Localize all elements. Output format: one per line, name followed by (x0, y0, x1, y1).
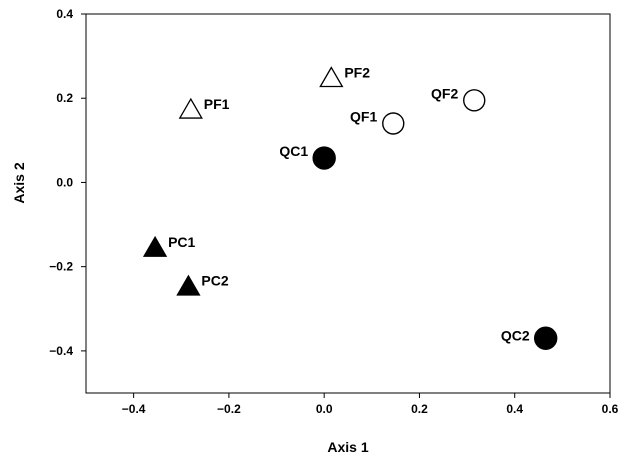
point-pf1 (178, 97, 203, 119)
point-label-pc1: PC1 (168, 234, 195, 250)
x-tick-label: −0.2 (217, 402, 241, 416)
x-tick-label: 0.2 (411, 402, 428, 416)
point-labels: PF1 PF2 QF1 QF2 QC1 QC2 PC1 PC2 (168, 64, 530, 343)
point-pf2 (319, 66, 344, 88)
y-axis-title: Axis 2 (11, 162, 27, 203)
point-qf1 (382, 112, 405, 135)
y-axis-ticks: −0.4 −0.2 0.0 0.2 0.4 (49, 7, 86, 358)
plot-frame (85, 13, 611, 394)
x-tick-label: −0.4 (122, 402, 146, 416)
x-tick-label: 0.4 (506, 402, 523, 416)
plot-border (85, 13, 611, 394)
x-tick-label: 0.6 (602, 402, 619, 416)
y-tick-label: 0.2 (56, 91, 73, 105)
y-tick-label: −0.4 (49, 344, 73, 358)
data-points (142, 66, 558, 350)
point-qc1 (312, 146, 336, 170)
point-label-pf1: PF1 (204, 96, 230, 112)
y-tick-label: 0.0 (56, 175, 73, 189)
x-axis-ticks: −0.4 −0.2 0.0 0.2 0.4 0.6 (122, 393, 619, 416)
point-label-pf2: PF2 (344, 64, 370, 80)
point-pc1 (142, 235, 168, 257)
y-tick-label: 0.4 (56, 7, 73, 21)
x-axis-title: Axis 1 (327, 439, 368, 455)
point-label-qc1: QC1 (279, 143, 308, 159)
x-tick-label: 0.0 (316, 402, 333, 416)
point-pc2 (176, 274, 201, 296)
point-label-qc2: QC2 (501, 327, 530, 343)
y-tick-label: −0.2 (49, 260, 73, 274)
point-label-qf2: QF2 (431, 85, 458, 101)
point-qc2 (533, 326, 558, 350)
point-qf2 (463, 89, 486, 112)
point-label-qf1: QF1 (350, 108, 377, 124)
point-label-pc2: PC2 (201, 273, 228, 289)
